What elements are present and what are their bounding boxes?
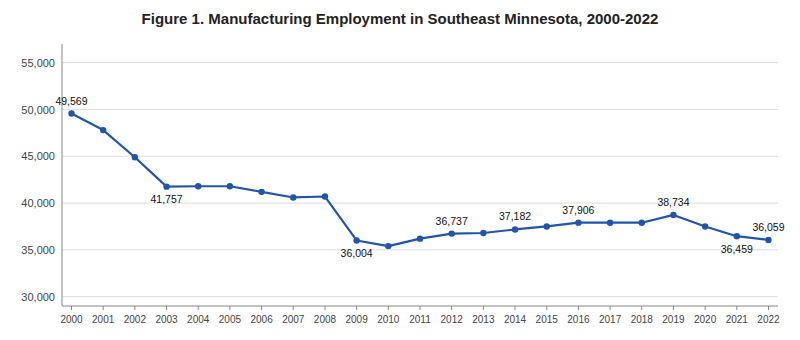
x-tick [578,306,579,310]
x-tick [166,306,167,310]
y-tick-label: 50,000 [21,104,55,116]
x-tick [673,306,674,310]
y-tick-label: 35,000 [21,244,55,256]
point [480,230,486,236]
x-tick-label: 2018 [631,314,654,325]
x-tick [420,306,421,310]
point [544,223,550,229]
point [765,237,771,243]
x-tick-label: 2009 [346,314,369,325]
x-tick [293,306,294,310]
x-tick [641,306,642,310]
x-tick-label: 2017 [599,314,622,325]
x-tick [324,306,325,310]
x-tick-label: 2003 [155,314,178,325]
x-tick [261,306,262,310]
y-tick-label: 40,000 [21,197,55,209]
x-tick [134,306,135,310]
x-tick-label: 2020 [694,314,717,325]
x-tick-label: 2014 [504,314,527,325]
x-tick [736,306,737,310]
x-tick-label: 2002 [124,314,147,325]
y-tick-label: 30,000 [21,291,55,303]
annotation: 37,182 [499,210,531,222]
y-tick-label: 45,000 [21,150,55,162]
x-tick [103,306,104,310]
point [448,230,454,236]
x-tick [768,306,769,310]
x-tick-label: 2015 [536,314,559,325]
x-tick-label: 2011 [409,314,431,325]
point [512,226,518,232]
point [670,212,676,218]
grid-line [62,62,778,63]
annotation: 49,569 [55,95,87,107]
x-tick-label: 2013 [472,314,495,325]
point [734,233,740,239]
x-tick-label: 2019 [662,314,685,325]
point [639,220,645,226]
grid-line [62,249,778,250]
line [72,114,769,247]
x-tick [705,306,706,310]
x-tick-label: 2007 [282,314,305,325]
annotation: 37,906 [562,204,594,216]
x-tick-label: 2008 [314,314,337,325]
point [322,193,328,199]
point [417,235,423,241]
x-tick [483,306,484,310]
x-tick-label: 2022 [757,314,780,325]
point [132,154,138,160]
x-tick [546,306,547,310]
point [353,237,359,243]
x-tick [198,306,199,310]
point [195,183,201,189]
grid-line [62,296,778,297]
x-tick [451,306,452,310]
point [227,183,233,189]
annotation: 36,004 [341,247,373,259]
x-tick [356,306,357,310]
point [702,223,708,229]
x-tick-label: 2001 [92,314,115,325]
x-tick-label: 2010 [377,314,400,325]
annotation: 36,459 [721,243,753,255]
background [0,0,800,340]
point [68,110,74,116]
grid-line [62,156,778,157]
annotation: 36,059 [752,221,784,233]
x-tick [515,306,516,310]
y-tick-label: 55,000 [21,57,55,69]
annotation: 38,734 [657,196,689,208]
title: Figure 1. Manufacturing Employment in So… [142,10,659,27]
point [290,194,296,200]
point [607,220,613,226]
x-tick [610,306,611,310]
point [258,189,264,195]
point [100,127,106,133]
x-tick [229,306,230,310]
annotation: 36,737 [436,215,468,227]
grid-line [62,109,778,110]
x-tick-label: 2021 [726,314,749,325]
x-tick-label: 2012 [441,314,464,325]
x-tick [388,306,389,310]
point [163,183,169,189]
x-tick-label: 2005 [219,314,242,325]
point [575,219,581,225]
x-tick-label: 2006 [250,314,273,325]
y-axis-line [62,44,63,306]
annotation: 41,757 [150,193,182,205]
x-tick-label: 2000 [60,314,83,325]
x-tick-label: 2016 [567,314,590,325]
x-tick-label: 2004 [187,314,210,325]
x-tick [71,306,72,310]
plot-area [68,110,771,249]
chart: Figure 1. Manufacturing Employment in So… [0,0,800,340]
point [385,243,391,249]
